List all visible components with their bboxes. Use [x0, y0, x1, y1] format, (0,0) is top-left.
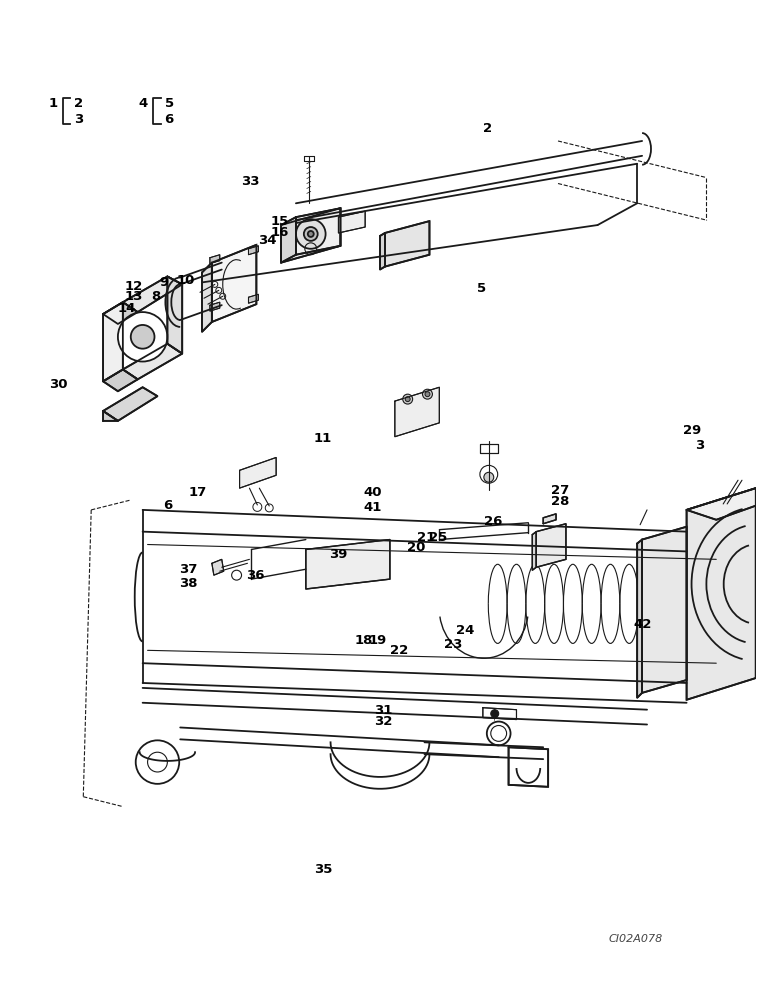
- Text: 6: 6: [165, 113, 174, 126]
- Text: 24: 24: [456, 624, 474, 637]
- Text: 31: 31: [374, 704, 392, 717]
- Text: 39: 39: [329, 548, 347, 561]
- Text: 32: 32: [374, 715, 392, 728]
- Text: 6: 6: [163, 499, 173, 512]
- Polygon shape: [212, 245, 256, 322]
- Polygon shape: [642, 527, 686, 693]
- Polygon shape: [686, 488, 756, 700]
- Polygon shape: [281, 217, 296, 263]
- Polygon shape: [202, 263, 212, 332]
- Text: 12: 12: [125, 280, 143, 293]
- Polygon shape: [483, 708, 517, 720]
- Polygon shape: [212, 559, 223, 575]
- Polygon shape: [167, 276, 182, 354]
- Circle shape: [308, 231, 314, 237]
- Polygon shape: [210, 255, 220, 264]
- Polygon shape: [249, 294, 258, 303]
- Text: 5: 5: [477, 282, 486, 295]
- Polygon shape: [543, 514, 556, 524]
- Text: 41: 41: [363, 501, 382, 514]
- Circle shape: [304, 227, 318, 241]
- Text: 35: 35: [314, 863, 332, 876]
- Polygon shape: [249, 246, 258, 255]
- Polygon shape: [532, 532, 537, 570]
- Text: 16: 16: [270, 226, 289, 239]
- Text: 10: 10: [177, 274, 195, 287]
- Text: 3: 3: [695, 439, 704, 452]
- Circle shape: [484, 472, 494, 482]
- Text: 9: 9: [160, 276, 169, 289]
- Text: 18: 18: [354, 634, 372, 647]
- Polygon shape: [508, 747, 548, 787]
- Text: 3: 3: [74, 113, 84, 126]
- Text: 19: 19: [369, 634, 387, 647]
- Text: 22: 22: [391, 644, 409, 657]
- Text: 36: 36: [246, 569, 264, 582]
- Text: 15: 15: [270, 215, 288, 228]
- Polygon shape: [239, 457, 276, 488]
- Text: 34: 34: [258, 234, 277, 247]
- Polygon shape: [296, 208, 340, 255]
- Text: 20: 20: [407, 541, 426, 554]
- Text: 17: 17: [189, 486, 207, 499]
- Polygon shape: [123, 276, 182, 312]
- Text: CI02A078: CI02A078: [609, 934, 663, 944]
- Polygon shape: [281, 208, 340, 263]
- Text: 8: 8: [151, 290, 160, 303]
- Circle shape: [403, 394, 413, 404]
- Text: 25: 25: [429, 531, 447, 544]
- Text: 28: 28: [551, 495, 569, 508]
- Text: 38: 38: [179, 577, 198, 590]
- Polygon shape: [637, 540, 642, 698]
- Text: 33: 33: [241, 175, 259, 188]
- Text: 42: 42: [634, 618, 652, 631]
- Text: 2: 2: [74, 97, 84, 110]
- Text: 11: 11: [314, 432, 332, 445]
- Polygon shape: [480, 444, 498, 453]
- Polygon shape: [338, 211, 365, 233]
- Polygon shape: [103, 387, 157, 421]
- Text: 40: 40: [363, 486, 382, 499]
- Circle shape: [296, 219, 325, 249]
- Circle shape: [423, 389, 432, 399]
- Polygon shape: [537, 524, 566, 567]
- Polygon shape: [306, 540, 390, 589]
- Text: 13: 13: [125, 290, 143, 303]
- Circle shape: [491, 710, 499, 718]
- Text: 21: 21: [417, 531, 435, 544]
- Circle shape: [118, 312, 167, 362]
- Polygon shape: [686, 488, 760, 520]
- Polygon shape: [103, 302, 138, 324]
- Text: 26: 26: [483, 515, 502, 528]
- Text: 4: 4: [138, 97, 147, 110]
- Polygon shape: [756, 488, 760, 683]
- Polygon shape: [210, 302, 220, 311]
- Circle shape: [131, 325, 154, 349]
- Circle shape: [405, 397, 410, 402]
- Text: 27: 27: [551, 484, 569, 497]
- Text: 2: 2: [483, 122, 492, 135]
- Polygon shape: [380, 233, 385, 270]
- Text: 1: 1: [48, 97, 57, 110]
- Polygon shape: [103, 369, 138, 391]
- Circle shape: [425, 392, 430, 397]
- Text: 29: 29: [682, 424, 701, 437]
- Text: 30: 30: [49, 378, 68, 391]
- Text: 5: 5: [165, 97, 174, 110]
- Text: 14: 14: [118, 302, 136, 315]
- Polygon shape: [123, 344, 182, 379]
- Polygon shape: [103, 411, 118, 421]
- Polygon shape: [385, 221, 429, 267]
- Polygon shape: [103, 302, 123, 381]
- Text: 23: 23: [444, 638, 462, 651]
- Text: 37: 37: [179, 563, 198, 576]
- Polygon shape: [395, 387, 439, 437]
